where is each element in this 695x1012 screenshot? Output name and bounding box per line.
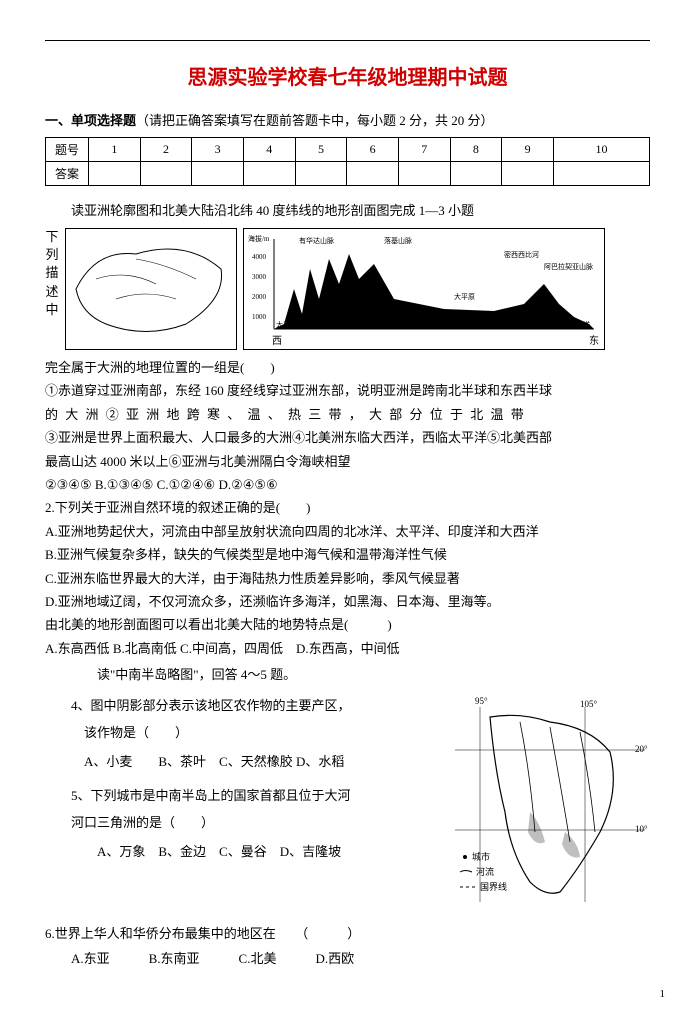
label-miss: 密西西比河 <box>504 250 539 259</box>
legend-city: 城市 <box>472 851 490 862</box>
q1-line3: 最高山达 4000 米以上⑥亚洲与北美洲隔白令海峡相望 <box>45 450 650 473</box>
label-pacific: 太平洋 <box>276 320 297 329</box>
cell <box>140 162 192 186</box>
cell: 8 <box>450 138 502 162</box>
q2-opt-a: A.亚洲地势起伏大，河流由中部呈放射状流向四周的北冰洋、太平洋、印度洋和大西洋 <box>45 520 650 543</box>
cell: 7 <box>398 138 450 162</box>
q2-opt-b: B.亚洲气候复杂多样，缺失的气候类型是地中海气候和温带海洋性气候 <box>45 543 650 566</box>
question-1: 完全属于大洲的地理位置的一组是( ) ①赤道穿过亚洲南部，东经 160 度经线穿… <box>45 356 650 496</box>
cell <box>89 162 141 186</box>
cell: 2 <box>140 138 192 162</box>
southeast-asia-map: 95° 105° 20° 10° 城市 河流 <box>450 692 650 912</box>
q4-l2: 该作物是（ ） <box>45 721 440 746</box>
row-header-num: 题号 <box>46 138 89 162</box>
q1-line2a: 的 大 洲 ② 亚 洲 地 跨 寒 、 温 、 热 三 带 ， 大 部 分 位 … <box>45 403 650 426</box>
cell <box>347 162 399 186</box>
table-row: 答案 <box>46 162 650 186</box>
q5-l2: 河口三角洲的是（ ） <box>45 811 440 836</box>
cell <box>295 162 347 186</box>
cell <box>502 162 554 186</box>
cell <box>243 162 295 186</box>
question-3: 由北美的地形剖面图可以看出北美大陆的地势特点是( ) A.东高西低 B.北高南低… <box>45 613 650 660</box>
q6-options: A.东亚 B.东南亚 C.北美 D.西欧 <box>45 947 650 972</box>
answer-table: 题号 1 2 3 4 5 6 7 8 9 10 答案 <box>45 137 650 186</box>
legend-river: 河流 <box>476 866 494 877</box>
lon-105: 105° <box>580 699 598 709</box>
vertical-label: 下列描述中 <box>45 228 59 319</box>
cell: 1 <box>89 138 141 162</box>
section-1-note: （请把正确答案填写在题前答题卡中，每小题 2 分，共 20 分） <box>136 113 494 128</box>
north-america-profile-chart: 海拔/m 4000 3000 2000 1000 有华达山脉 落基山脉 大平原 … <box>243 228 605 350</box>
q2-stem: 2.下列关于亚洲自然环境的叙述正确的是( ) <box>45 496 650 519</box>
legend-border: 国界线 <box>480 881 507 892</box>
cell: 4 <box>243 138 295 162</box>
q2-opt-d: D.亚洲地域辽阔，不仅河流众多，还濒临许多海洋，如黑海、日本海、里海等。 <box>45 590 650 613</box>
q5-options: A、万象 B、金边 C、曼谷 D、吉隆坡 <box>45 840 440 865</box>
label-west: 西 <box>272 336 282 347</box>
q1-stem: 完全属于大洲的地理位置的一组是( ) <box>45 356 650 379</box>
svg-text:2000: 2000 <box>252 293 267 301</box>
section-1-heading: 一、单项选择题（请把正确答案填写在题前答题卡中，每小题 2 分，共 20 分） <box>45 110 650 129</box>
q1-options: ②③④⑤ B.①③④⑤ C.①②④⑥ D.②④⑤⑥ <box>45 473 650 496</box>
q3-stem: 由北美的地形剖面图可以看出北美大陆的地势特点是( ) <box>45 613 650 636</box>
label-east: 东 <box>589 334 599 347</box>
question-4-5-text: 4、图中阴影部分表示该地区农作物的主要产区， 该作物是（ ） A、小麦 B、茶叶… <box>45 692 440 874</box>
lat-20: 20° <box>635 744 648 754</box>
q4-options: A、小麦 B、茶叶 C、天然橡胶 D、水稻 <box>45 750 440 775</box>
cell: 5 <box>295 138 347 162</box>
page-number: 1 <box>660 988 666 1000</box>
cell: 10 <box>553 138 649 162</box>
q45-intro: 读"中南半岛略图"，回答 4～5 题。 <box>45 664 650 686</box>
cell <box>553 162 649 186</box>
cell: 9 <box>502 138 554 162</box>
lon-95: 95° <box>475 696 488 706</box>
label-rocky: 落基山脉 <box>384 236 412 245</box>
asia-outline-map <box>65 228 237 350</box>
page-title: 思源实验学校春七年级地理期中试题 <box>45 61 650 90</box>
q4-l1: 4、图中阴影部分表示该地区农作物的主要产区， <box>45 694 440 719</box>
cell <box>450 162 502 186</box>
cell <box>192 162 244 186</box>
yaxis-title: 海拔/m <box>248 234 270 243</box>
svg-text:4000: 4000 <box>252 253 267 261</box>
figure-row: 下列描述中 海拔/m 4000 3000 2000 1000 有华达山 <box>45 228 650 350</box>
q1-line1: ①赤道穿过亚洲南部，东经 160 度经线穿过亚洲东部，说明亚洲是跨南北半球和东西… <box>45 379 650 402</box>
row-header-ans: 答案 <box>46 162 89 186</box>
q5-l1: 5、下列城市是中南半岛上的国家首都且位于大河 <box>45 784 440 809</box>
table-row: 题号 1 2 3 4 5 6 7 8 9 10 <box>46 138 650 162</box>
svg-text:3000: 3000 <box>252 273 267 281</box>
question-2: 2.下列关于亚洲自然环境的叙述正确的是( ) A.亚洲地势起伏大，河流由中部呈放… <box>45 496 650 613</box>
label-plain: 大平原 <box>454 292 475 301</box>
label-appal: 阿巴拉契亚山脉 <box>544 262 593 271</box>
cell: 3 <box>192 138 244 162</box>
label-left-mtn: 有华达山脉 <box>299 236 334 245</box>
q3-options: A.东高西低 B.北高南低 C.中间高，四周低 D.东西高，中间低 <box>45 637 650 660</box>
cell <box>398 162 450 186</box>
q6-stem: 6.世界上华人和华侨分布最集中的地区在 （ ） <box>45 922 650 947</box>
section-1-label: 一、单项选择题 <box>45 113 136 128</box>
lat-10: 10° <box>635 824 648 834</box>
pretext: 读亚洲轮廓图和北美大陆沿北纬 40 度纬线的地形剖面图完成 1—3 小题 <box>45 200 650 222</box>
label-atlantic: 大西洋 <box>569 320 590 329</box>
q2-opt-c: C.亚洲东临世界最大的大洋，由于海陆热力性质差异影响，季风气候显著 <box>45 567 650 590</box>
q1-line2b: ③亚洲是世界上面积最大、人口最多的大洲④北美洲东临大西洋，西临太平洋⑤北美西部 <box>45 426 650 449</box>
question-6: 6.世界上华人和华侨分布最集中的地区在 （ ） A.东亚 B.东南亚 C.北美 … <box>45 922 650 971</box>
svg-text:1000: 1000 <box>252 313 267 321</box>
cell: 6 <box>347 138 399 162</box>
